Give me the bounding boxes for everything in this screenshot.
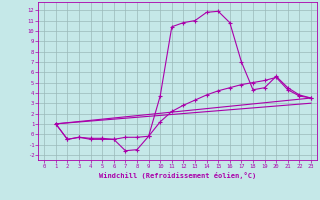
X-axis label: Windchill (Refroidissement éolien,°C): Windchill (Refroidissement éolien,°C) xyxy=(99,172,256,179)
